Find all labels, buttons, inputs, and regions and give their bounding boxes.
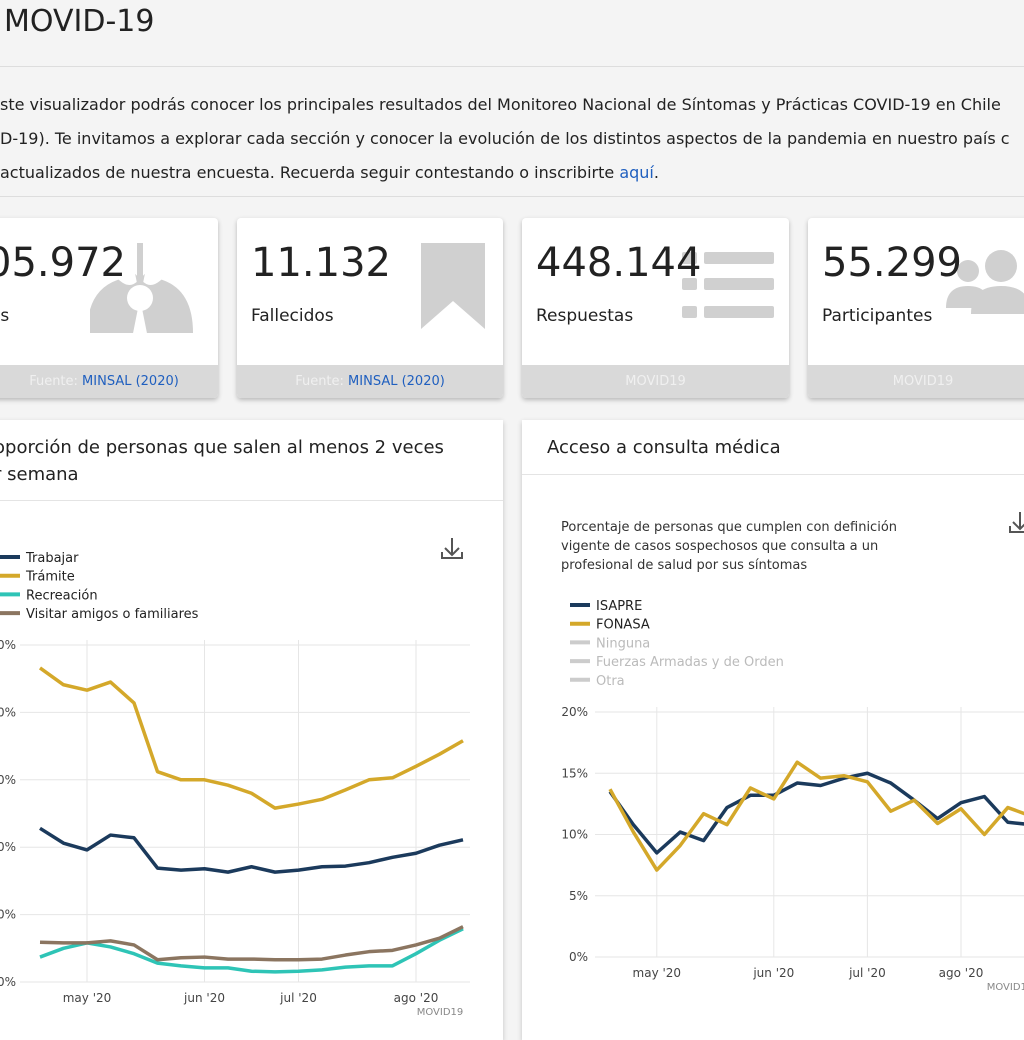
stat-value: 11.132 — [251, 240, 391, 286]
legend-label: Ninguna — [596, 636, 650, 651]
people-icon — [946, 250, 1024, 314]
legend-label: FONASA — [596, 618, 650, 633]
stat-label: Respuestas — [536, 306, 634, 326]
legend-label: ISAPRE — [596, 599, 642, 614]
legend-label: Fuerzas Armadas y de Orden — [596, 655, 784, 670]
title-line: oporción de personas que salen al menos … — [0, 437, 444, 458]
stat-source: Fuente: MINSAL (2020) — [237, 365, 503, 398]
series-line — [39, 927, 464, 974]
series-line — [38, 666, 464, 810]
bookmark-icon — [421, 243, 485, 329]
y-tick-label: 15% — [561, 766, 588, 780]
source-prefix: Fuente: — [295, 374, 349, 389]
source-name: MOVID19 — [625, 374, 686, 389]
y-tick-label: 0% — [569, 950, 588, 964]
intro: ste visualizador podrás conocer los prin… — [0, 88, 1010, 190]
chart-credit: MOVID19 — [417, 1007, 464, 1018]
stat-label: Participantes — [822, 306, 933, 326]
divider — [0, 500, 503, 501]
chart-subtitle: Porcentaje de personas que cumplen con d… — [561, 520, 897, 535]
x-tick-label: jul '20 — [848, 966, 886, 980]
x-tick-label: may '20 — [633, 966, 682, 980]
divider — [0, 66, 1024, 67]
x-tick-label: ago '20 — [939, 966, 984, 980]
intro-line: D-19). Te invitamos a explorar cada secc… — [0, 129, 1010, 148]
chart: 0% 10% 20% 30% 40% 50% may '20 jun '20 jul '20 ag… — [0, 538, 470, 1018]
stat-card: 448.144 Respuestas MOVID19 — [522, 218, 789, 398]
stat-value: 05.972 — [0, 240, 126, 286]
x-tick-label: jul '20 — [279, 991, 317, 1005]
legend-label: Otra — [596, 674, 625, 689]
stat-value: 55.299 — [822, 240, 962, 286]
stat-label: Fallecidos — [251, 306, 334, 326]
legend-label: Trámite — [25, 570, 75, 585]
x-tick-label: may '20 — [63, 991, 112, 1005]
divider — [522, 474, 1024, 475]
y-tick-label: 30% — [0, 773, 16, 787]
series-line — [608, 771, 1024, 855]
y-tick-label: 10% — [0, 908, 16, 922]
x-tick-label: jun '20 — [752, 966, 794, 980]
intro-end: . — [653, 163, 659, 182]
source-name: MOVID19 — [892, 374, 954, 389]
x-tick-label: ago '20 — [394, 991, 439, 1005]
legend-label: Recreación — [26, 588, 98, 603]
stat-source: MOVID19 — [522, 365, 789, 398]
legend-label: Visitar amigos o familiares — [26, 607, 199, 622]
y-tick-label: 10% — [561, 828, 588, 842]
list-icon — [682, 252, 774, 318]
source-prefix: Fuente: — [29, 374, 83, 389]
stat-card: 55.299 Participantes MOVID19 — [808, 218, 1024, 398]
stat-card: 05.972 os Fuente: MINSAL (2020) — [0, 218, 218, 398]
series-line — [39, 925, 464, 962]
stat-label: os — [0, 306, 10, 326]
panel-title: Acceso a consulta médica — [547, 437, 781, 458]
chart-credit: MOVID19 — [987, 982, 1024, 993]
y-tick-label: 50% — [0, 638, 16, 652]
source-name: MINSAL (2020) — [348, 374, 445, 389]
intro-line: actualizados de nuestra encuesta. Recuer… — [0, 156, 1010, 190]
download-icon[interactable] — [441, 538, 463, 559]
y-tick-label: 20% — [561, 705, 588, 719]
y-tick-label: 20% — [0, 840, 16, 854]
y-tick-label: 5% — [569, 889, 588, 903]
page-title: MOVID-19 — [4, 4, 155, 39]
lungs-icon — [90, 243, 194, 333]
chart: 0% 5% 10% 15% 20% may '20 jun '20 jul '20 ago '2… — [561, 512, 1024, 993]
y-tick-label: 40% — [0, 705, 16, 719]
legend-label: Trabajar — [25, 551, 79, 566]
stat-source: MOVID19 — [808, 365, 1024, 398]
chart-subtitle: vigente de casos sospechosos que consult… — [561, 539, 878, 554]
x-tick-label: jun '20 — [183, 991, 225, 1005]
intro-line: ste visualizador podrás conocer los prin… — [0, 95, 1001, 114]
download-icon[interactable] — [1009, 512, 1024, 533]
y-tick-label: 0% — [0, 975, 16, 989]
title-line: r semana — [0, 464, 79, 485]
intro-text: actualizados de nuestra encuesta. Recuer… — [0, 163, 620, 182]
panel-title: oporción de personas que salen al menos … — [0, 434, 444, 488]
series-line — [39, 826, 464, 874]
chart-panel: Acceso a consulta médica — [522, 420, 1024, 1040]
stat-card: 11.132 Fallecidos Fuente: MINSAL (2020) — [237, 218, 503, 398]
divider — [0, 196, 1024, 197]
chart-subtitle: profesional de salud por sus síntomas — [561, 558, 807, 573]
stat-source: Fuente: MINSAL (2020) — [0, 365, 218, 398]
source-name: MINSAL (2020) — [82, 374, 179, 389]
chart-panel: oporción de personas que salen al menos … — [0, 420, 503, 1040]
stat-value: 448.144 — [536, 240, 702, 286]
subscribe-link[interactable]: aquí — [619, 163, 654, 182]
series-line — [608, 760, 1024, 872]
